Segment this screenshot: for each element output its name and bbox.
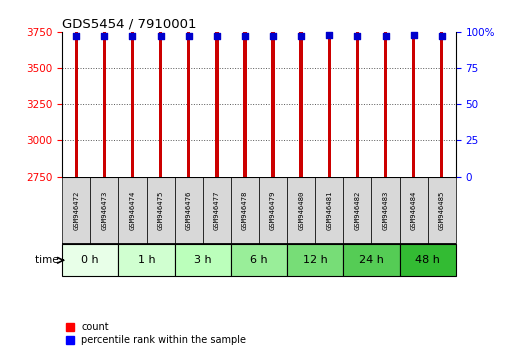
Text: time: time [35,255,62,265]
Bar [119,177,147,245]
Point [325,32,334,38]
Bar [175,177,203,245]
Text: 0 h: 0 h [81,255,99,265]
Text: 1 h: 1 h [138,255,155,265]
Bar [187,0,191,177]
Text: 6 h: 6 h [250,255,268,265]
Text: GSM946475: GSM946475 [157,191,164,230]
Text: GSM946477: GSM946477 [214,191,220,230]
Bar [215,0,219,177]
Bar [428,177,456,245]
Text: 48 h: 48 h [415,255,440,265]
Bar [271,0,275,177]
Text: GSM946478: GSM946478 [242,191,248,230]
Point [381,33,390,39]
Text: GSM946485: GSM946485 [439,191,445,230]
Text: GSM946472: GSM946472 [73,191,79,230]
Text: GSM946474: GSM946474 [130,191,136,230]
Bar [75,0,78,177]
Bar [371,177,399,245]
Bar [356,0,359,177]
Text: GSM946476: GSM946476 [185,191,192,230]
Bar [299,0,303,177]
Bar [231,177,259,245]
Bar [412,0,415,177]
Point [128,33,137,39]
Bar [131,0,134,177]
Bar [315,177,343,245]
Bar [259,177,287,245]
Bar [243,0,247,177]
Point [184,33,193,39]
Legend: count, percentile rank within the sample: count, percentile rank within the sample [62,319,250,349]
Bar [287,245,343,276]
Bar [119,245,175,276]
Bar [159,0,162,177]
Text: 24 h: 24 h [359,255,384,265]
Bar [103,0,106,177]
Bar [90,177,119,245]
Point [100,33,108,39]
Point [269,33,277,39]
Text: GSM946480: GSM946480 [298,191,304,230]
Text: GSM946482: GSM946482 [354,191,361,230]
Bar [62,245,119,276]
Point [213,33,221,39]
Text: GSM946473: GSM946473 [102,191,107,230]
Bar [440,0,443,177]
Bar [175,245,231,276]
Bar [327,0,331,177]
Bar [384,0,387,177]
Text: GSM946481: GSM946481 [326,191,333,230]
Point [353,33,362,39]
Bar [231,245,287,276]
Bar [62,177,90,245]
Bar [399,245,456,276]
Text: GDS5454 / 7910001: GDS5454 / 7910001 [62,18,197,31]
Bar [203,177,231,245]
Text: GSM946484: GSM946484 [411,191,416,230]
Bar [343,245,399,276]
Point [297,33,305,39]
Bar [343,177,371,245]
Point [156,33,165,39]
Bar [399,177,428,245]
Text: GSM946479: GSM946479 [270,191,276,230]
Text: 3 h: 3 h [194,255,211,265]
Point [438,33,446,39]
Bar [287,177,315,245]
Point [72,33,80,39]
Point [241,33,249,39]
Text: GSM946483: GSM946483 [382,191,388,230]
Bar [147,177,175,245]
Point [410,32,418,38]
Text: 12 h: 12 h [303,255,327,265]
